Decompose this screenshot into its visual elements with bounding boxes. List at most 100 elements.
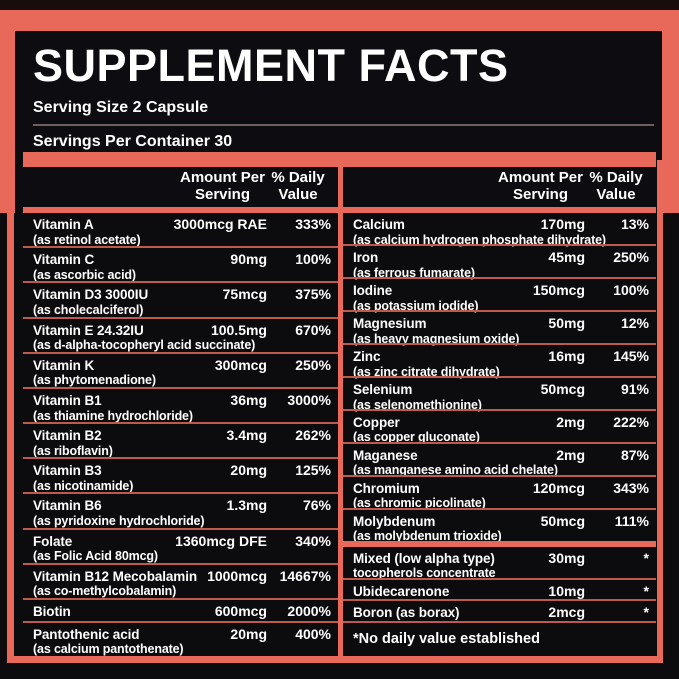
nutrient-amount: 50mcg xyxy=(540,380,585,397)
column-divider xyxy=(338,152,343,656)
nutrient-daily-value: 250% xyxy=(295,356,331,373)
serving-divider xyxy=(33,124,654,126)
nutrient-amount: 36mg xyxy=(230,391,267,408)
nutrient-source: (as riboflavin) xyxy=(33,443,113,458)
nutrient-source: (as calcium pantothenate) xyxy=(33,642,184,657)
nutrient-source: (as molybdenum trioxide) xyxy=(353,529,502,544)
nutrient-name: Vitamin B12 Mecobalamin xyxy=(33,568,198,584)
nutrient-name: Vitamin E 24.32IU xyxy=(33,322,144,338)
nutrient-row: Zinc 16mg 145% (as zinc citrate dihydrat… xyxy=(343,342,656,378)
nutrient-row: Vitamin B12 Mecobalamin 1000mcg 14667% (… xyxy=(23,562,338,598)
nutrient-row: Vitamin A 3000mcg RAE 333% (as retinol a… xyxy=(23,213,338,246)
nutrient-name: Mixed (low alpha type) xyxy=(353,550,495,566)
nutrient-daily-value: 262% xyxy=(295,427,331,444)
amount-per-serving-header: Amount Per Serving xyxy=(179,169,265,203)
nutrient-row: Selenium 50mcg 91% (as selenomethionine) xyxy=(343,375,656,411)
nutrient-amount: 50mg xyxy=(548,314,585,331)
top-dark-strip xyxy=(0,0,679,10)
nutrient-name: Vitamin K xyxy=(33,357,95,373)
nutrient-row: Magnesium 50mg 12% (as heavy magnesium o… xyxy=(343,309,656,345)
nutrient-name: Iron xyxy=(353,249,379,265)
nutrient-daily-value: 222% xyxy=(613,413,649,430)
serving-size-text: Serving Size 2 Capsule xyxy=(33,99,209,116)
nutrient-name: Vitamin B3 xyxy=(33,463,102,479)
nutrient-name: Molybdenum xyxy=(353,513,436,529)
nutrient-amount: 75mcg xyxy=(222,286,267,303)
nutrient-daily-value: 91% xyxy=(620,380,649,397)
nutrient-source: (as Folic Acid 80mcg) xyxy=(33,549,158,564)
nutrient-row: Vitamin B2 3.4mg 262% (as riboflavin) xyxy=(23,422,338,457)
nutrient-source: (as cholecalciferol) xyxy=(33,303,144,318)
nutrient-daily-value: 12% xyxy=(620,314,649,331)
daily-value-header: % Daily Value xyxy=(589,169,643,203)
nutrient-row: Iodine 150mcg 100% (as potassium iodide) xyxy=(343,276,656,312)
nutrient-daily-value: 2000% xyxy=(287,602,331,619)
nutrient-amount: 1.3mg xyxy=(226,497,267,514)
nutrient-row: Pantothenic acid 20mg 400% (as calcium p… xyxy=(23,620,338,657)
nutrient-amount: 3000mcg RAE xyxy=(173,216,267,232)
nutrient-source: (as nicotinamide) xyxy=(33,478,134,493)
nutrient-daily-value: 343% xyxy=(613,479,649,496)
nutrient-name: Copper xyxy=(353,414,400,430)
title-panel: SUPPLEMENT FACTS Serving Size 2 Capsule … xyxy=(15,31,662,213)
no-daily-value-footnote: *No daily value established xyxy=(343,621,656,656)
nutrient-amount: 2mg xyxy=(556,413,585,430)
nutrient-daily-value: * xyxy=(643,582,649,599)
nutrient-amount: 2mcg xyxy=(548,604,585,621)
nutrient-amount: 20mg xyxy=(230,625,267,642)
nutrient-row: Molybdenum 50mcg 111% (as molybdenum tri… xyxy=(343,507,656,544)
nutrient-amount: 90mg xyxy=(230,251,267,268)
nutrient-rows-left: Vitamin A 3000mcg RAE 333% (as retinol a… xyxy=(23,213,338,656)
nutrient-row: Calcium 170mg 13% (as calcium hydrogen p… xyxy=(343,213,656,246)
nutrient-daily-value: 375% xyxy=(295,286,331,303)
servings-per-container-text: Servings Per Container 30 xyxy=(33,133,233,150)
facts-column-left: Amount Per Serving % Daily Value Vitamin… xyxy=(23,167,338,656)
nutrient-name: Selenium xyxy=(353,381,413,397)
daily-value-header: % Daily Value xyxy=(271,169,325,203)
nutrient-amount: 100.5mg xyxy=(210,321,267,338)
column-header-right: Amount Per Serving % Daily Value xyxy=(343,167,656,207)
nutrient-source: (as ferrous fumarate) xyxy=(353,265,475,280)
nutrient-daily-value: 3000% xyxy=(287,391,331,408)
nutrient-rows-right: Calcium 170mg 13% (as calcium hydrogen p… xyxy=(343,213,656,621)
nutrient-row: Maganese 2mg 87% (as manganese amino aci… xyxy=(343,441,656,478)
nutrient-source: (as phytomenadione) xyxy=(33,373,156,388)
nutrient-row: Copper 2mg 222% (as copper gluconate) xyxy=(343,408,656,444)
nutrient-source: (as retinol acetate) xyxy=(33,232,141,247)
nutrient-row: Vitamin B6 1.3mg 76% (as pyridoxine hydr… xyxy=(23,492,338,529)
page-title: SUPPLEMENT FACTS xyxy=(33,40,509,91)
nutrient-source: (as calcium hydrogen phosphate dihydrate… xyxy=(353,232,606,247)
nutrient-daily-value: 14667% xyxy=(279,567,331,584)
nutrient-amount: 3.4mg xyxy=(226,427,267,444)
nutrient-name: Zinc xyxy=(353,348,381,364)
nutrient-name: Vitamin B6 xyxy=(33,498,102,514)
facts-columns: Amount Per Serving % Daily Value Vitamin… xyxy=(23,167,656,656)
nutrient-amount: 20mg xyxy=(230,462,267,479)
nutrient-row: Boron (as borax) 2mcg * xyxy=(343,599,656,621)
nutrient-source: (as heavy magnesium oxide) xyxy=(353,331,520,346)
nutrient-row: Ubidecarenone 10mg * xyxy=(343,577,656,600)
nutrient-name: Pantothenic acid xyxy=(33,626,140,642)
nutrient-daily-value: 340% xyxy=(295,532,331,549)
nutrient-name: Vitamin C xyxy=(33,252,95,268)
nutrient-amount: 30mg xyxy=(548,549,585,566)
nutrient-name: Biotin xyxy=(33,603,71,619)
nutrient-daily-value: 13% xyxy=(620,216,649,232)
nutrient-source: (as manganese amino acid chelate) xyxy=(353,463,558,478)
nutrient-daily-value: * xyxy=(643,549,649,566)
nutrient-amount: 120mcg xyxy=(532,479,585,496)
amount-per-serving-header: Amount Per Serving xyxy=(497,169,583,203)
nutrient-daily-value: 111% xyxy=(614,512,649,529)
nutrient-name: Vitamin B1 xyxy=(33,392,102,408)
nutrient-amount: 16mg xyxy=(548,347,585,364)
nutrient-row: Vitamin B1 36mg 3000% (as thiamine hydro… xyxy=(23,386,338,423)
nutrient-source: (as thiamine hydrochloride) xyxy=(33,408,193,423)
nutrient-daily-value: 76% xyxy=(302,497,331,514)
nutrient-daily-value: 125% xyxy=(295,462,331,479)
nutrient-row: Vitamin K 300mcg 250% (as phytomenadione… xyxy=(23,351,338,388)
nutrient-daily-value: 145% xyxy=(613,347,649,364)
nutrient-amount: 300mcg xyxy=(214,356,267,373)
nutrient-source: (as pyridoxine hydrochloride) xyxy=(33,514,205,529)
section-divider xyxy=(343,540,656,547)
